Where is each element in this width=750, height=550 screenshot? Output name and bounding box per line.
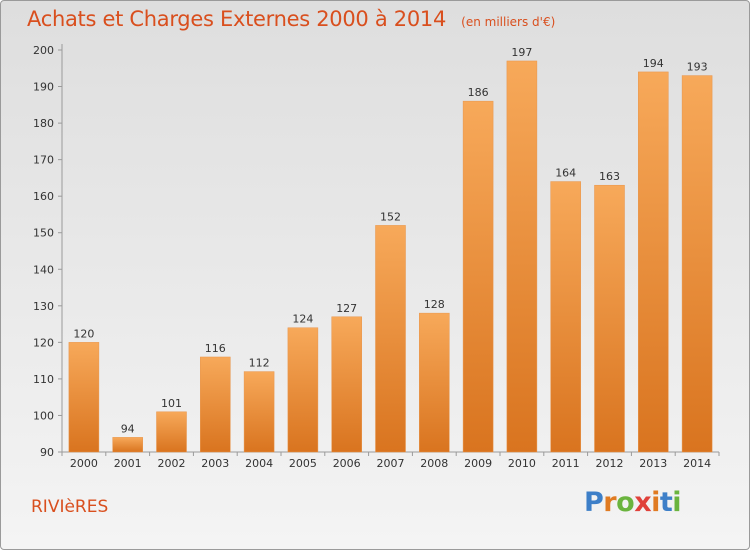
- bar-2000: [68, 342, 100, 453]
- data-label-2006: 127: [336, 302, 357, 315]
- x-tick-label-2000: 2000: [70, 457, 98, 470]
- bar-2003: [200, 356, 231, 453]
- logo-letter: P: [584, 487, 604, 518]
- bar-2005: [287, 327, 319, 453]
- x-tick-label-2007: 2007: [377, 457, 405, 470]
- logo-letter: r: [603, 487, 617, 518]
- logo-letter: x: [634, 487, 652, 518]
- data-label-2000: 120: [73, 327, 94, 340]
- y-tick-label: 150: [33, 227, 54, 240]
- x-tick-label-2014: 2014: [683, 457, 711, 470]
- y-tick-label: 110: [33, 373, 54, 386]
- y-tick-label: 140: [33, 263, 54, 276]
- y-tick-label: 160: [33, 190, 54, 203]
- y-tick-label: 130: [33, 300, 54, 313]
- y-tick-label: 200: [33, 44, 54, 57]
- data-label-2007: 152: [380, 210, 401, 223]
- x-tick-label-2005: 2005: [289, 457, 317, 470]
- x-tick-label-2010: 2010: [508, 457, 536, 470]
- x-tick-label-2009: 2009: [464, 457, 492, 470]
- data-label-2008: 128: [424, 298, 445, 311]
- chart-title: Achats et Charges Externes 2000 à 2014: [27, 7, 447, 31]
- logo-letter: i: [651, 487, 660, 518]
- bar-2014: [681, 75, 713, 453]
- y-tick-label: 190: [33, 81, 54, 94]
- data-label-2005: 124: [292, 313, 313, 326]
- x-tick-label-2008: 2008: [420, 457, 448, 470]
- data-label-2013: 194: [643, 57, 664, 70]
- bar-2001: [112, 437, 143, 453]
- data-label-2001: 94: [121, 422, 135, 435]
- bars: [68, 60, 713, 453]
- data-label-2011: 164: [555, 167, 576, 180]
- data-label-2012: 163: [599, 170, 620, 183]
- x-tick-label-2012: 2012: [596, 457, 624, 470]
- x-tick-label-2002: 2002: [158, 457, 186, 470]
- x-tick-label-2003: 2003: [201, 457, 229, 470]
- data-labels: 120 94 101 116 112 124 127 152 128 186 197 164 163 19…: [73, 46, 707, 435]
- chart-unit: (en milliers d'€): [461, 15, 556, 29]
- y-tick-label: 170: [33, 154, 54, 167]
- proxiti-logo[interactable]: Proxiti: [584, 487, 682, 518]
- data-label-2010: 197: [511, 46, 532, 59]
- bar-2011: [550, 181, 581, 453]
- logo-letter: i: [672, 487, 682, 518]
- logo-letter: t: [659, 487, 673, 518]
- commune-name: RIVIèRES: [31, 497, 109, 517]
- y-tick-label: 100: [33, 409, 54, 422]
- x-tick-label-2011: 2011: [552, 457, 580, 470]
- bar-2006: [331, 316, 362, 453]
- y-tick-label: 180: [33, 117, 54, 130]
- data-label-2002: 101: [161, 397, 182, 410]
- x-tick-label-2001: 2001: [114, 457, 142, 470]
- bar-2007: [375, 225, 406, 453]
- bar-2002: [156, 411, 187, 453]
- axes: 90 100 110 120 130 140 150 160 170 180 190 200 2000 2…: [33, 44, 720, 470]
- bar-2009: [462, 100, 494, 453]
- y-tick-label: 120: [33, 336, 54, 349]
- x-tick-label-2004: 2004: [245, 457, 273, 470]
- bar-2012: [594, 184, 625, 453]
- data-label-2009: 186: [468, 86, 489, 99]
- data-label-2004: 112: [249, 357, 270, 370]
- bar-2010: [506, 60, 538, 453]
- bar-2013: [638, 71, 669, 453]
- title-row: Achats et Charges Externes 2000 à 2014 (…: [27, 7, 555, 31]
- data-label-2014: 193: [687, 61, 708, 74]
- data-label-2003: 116: [205, 342, 226, 355]
- x-tick-label-2006: 2006: [333, 457, 361, 470]
- logo-letter: o: [616, 487, 635, 518]
- bar-2008: [419, 312, 450, 453]
- y-tick-label: 90: [40, 446, 54, 459]
- x-tick-label-2013: 2013: [639, 457, 667, 470]
- bar-2004: [243, 371, 275, 453]
